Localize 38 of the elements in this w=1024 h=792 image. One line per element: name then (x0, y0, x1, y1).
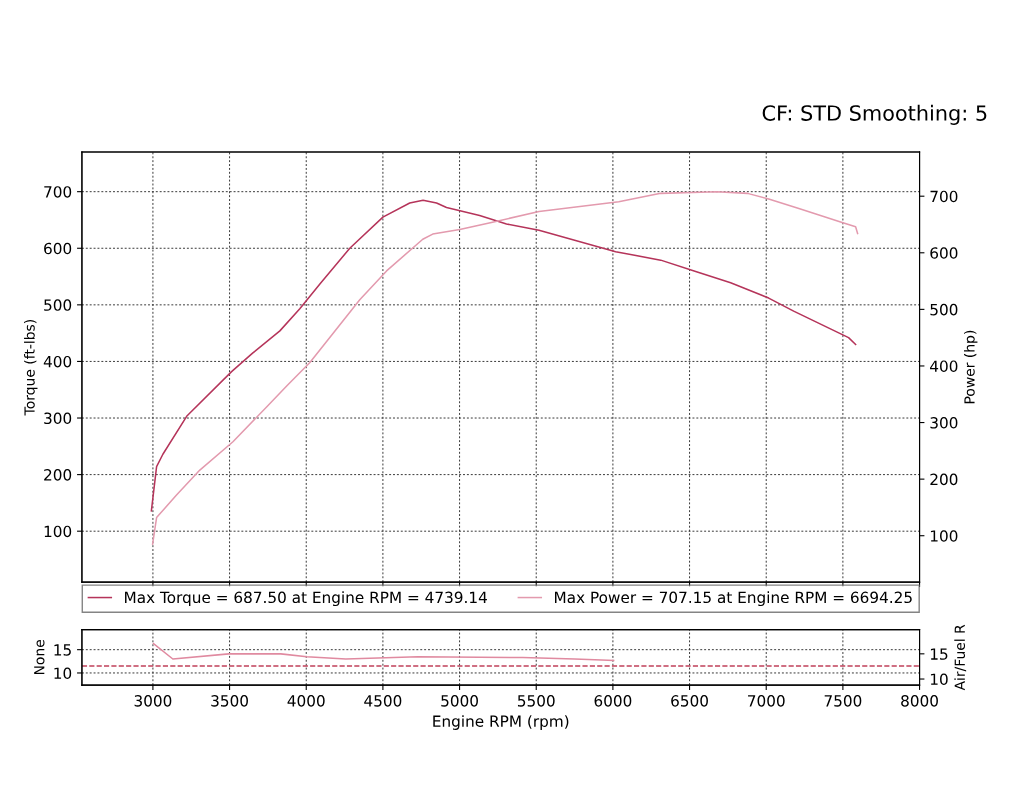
legend-label: Max Power = 707.15 at Engine RPM = 6694.25 (555, 591, 912, 607)
x-tick-label: 5000 (441, 695, 478, 707)
x-tick-label: 6000 (594, 695, 632, 707)
chart-title: CF: STD Smoothing: 5 (762, 104, 987, 125)
y-tick-label: 300 (44, 412, 72, 425)
y2-tick-label: 100 (930, 530, 958, 542)
y2-tick-label: 15 (930, 648, 948, 660)
y2-tick-label: 300 (930, 417, 958, 429)
y-axis-title: None (34, 639, 45, 675)
x-tick-label: 4500 (364, 695, 402, 707)
y-tick-label: 200 (44, 469, 72, 481)
y2-tick-label: 600 (930, 247, 958, 259)
y-axis-title: Torque (ft-lbs) (24, 320, 38, 416)
y2-tick-label: 400 (930, 360, 958, 372)
y2-tick-label: 500 (930, 303, 958, 316)
x-tick-label: 3500 (211, 695, 248, 707)
x-tick-label: 6500 (671, 695, 708, 707)
x-tick-label: 5500 (517, 695, 555, 707)
x-tick-label: 7000 (748, 695, 785, 707)
y2-axis-title: Air/Fuel R (954, 624, 967, 691)
line-series (152, 642, 615, 662)
y-tick-label: 400 (43, 355, 72, 368)
y-tick-label: 500 (44, 299, 72, 311)
y-tick-label: 15 (54, 644, 71, 656)
x-tick-label: 4000 (287, 695, 325, 707)
y-tick-label: 100 (44, 525, 72, 538)
y-tick-label: 700 (44, 186, 72, 198)
legend-label: Max Torque = 687.50 at Engine RPM = 4739.14 (125, 591, 487, 607)
x-tick-label: 7500 (824, 695, 862, 707)
y-tick-label: 10 (54, 667, 72, 679)
y2-tick-label: 700 (930, 190, 958, 203)
x-axis-title: Engine RPM (rpm) (433, 715, 569, 730)
y-tick-label: 600 (44, 242, 72, 255)
x-tick-label: 3000 (134, 695, 172, 707)
y2-axis-title: Power (hp) (963, 330, 978, 404)
y2-tick-label: 200 (930, 473, 958, 486)
x-tick-label: 8000 (901, 695, 938, 707)
y2-tick-label: 10 (930, 673, 948, 686)
